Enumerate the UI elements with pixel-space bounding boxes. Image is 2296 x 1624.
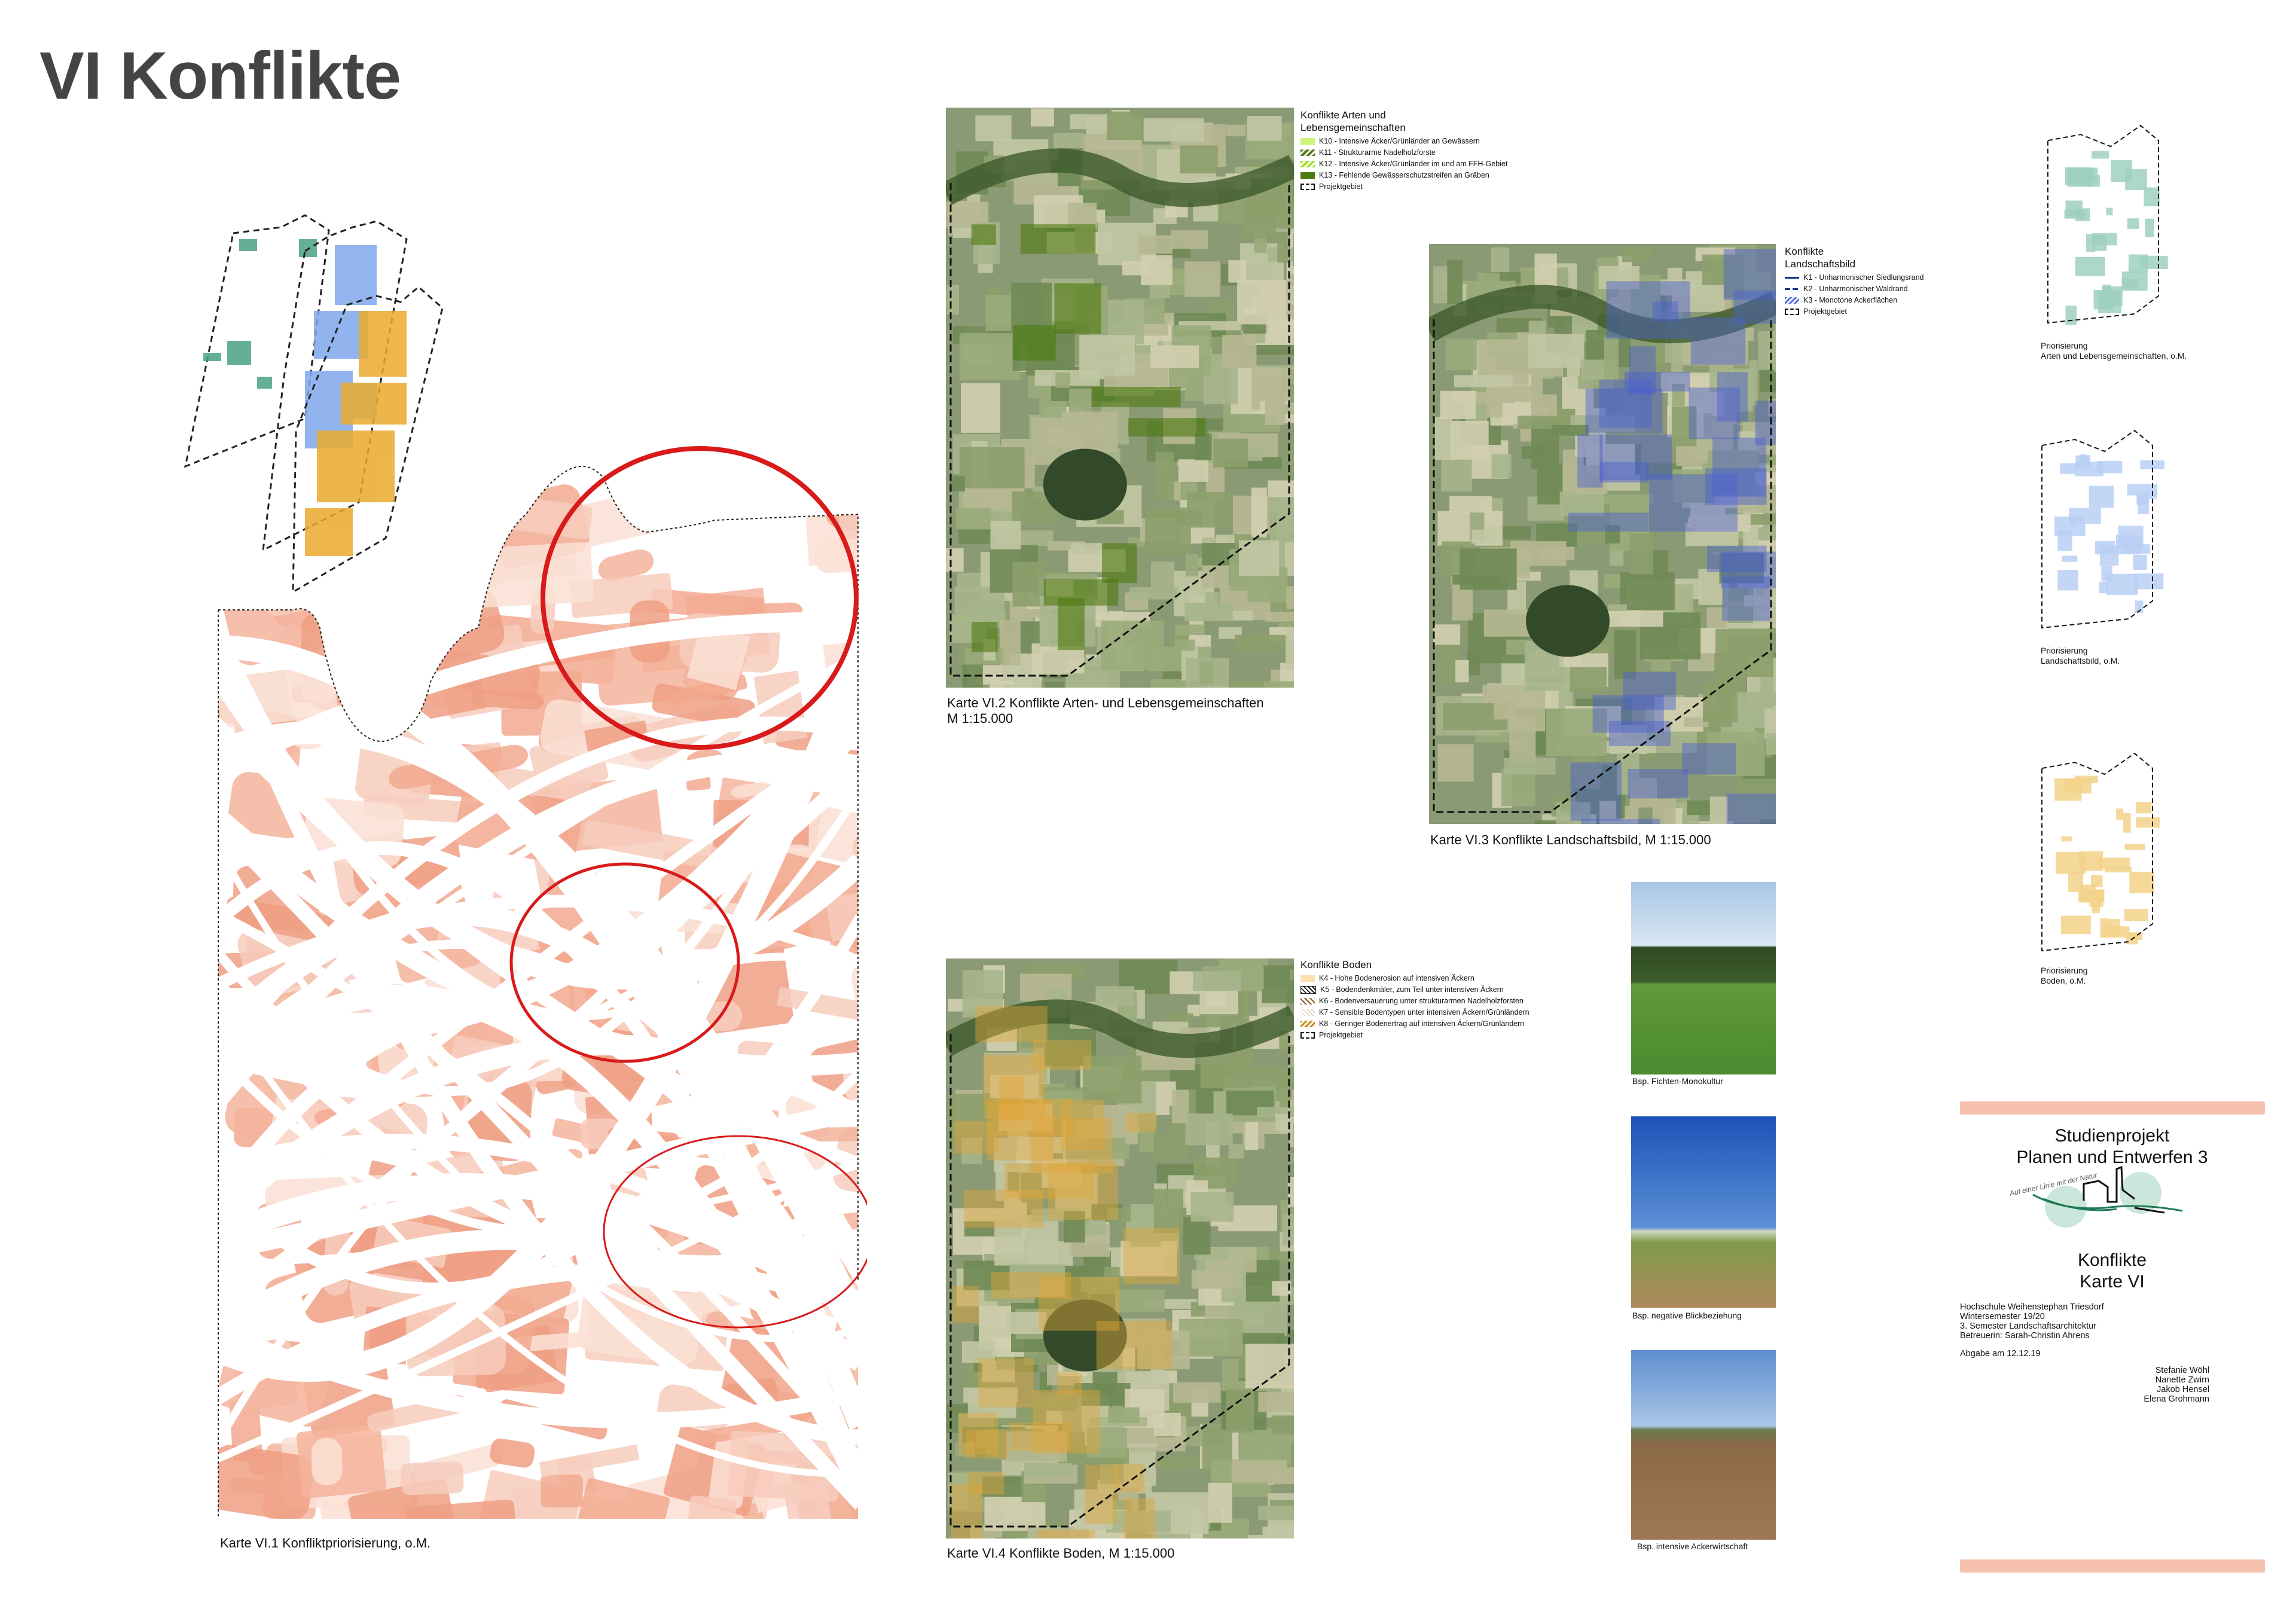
priorisierung-arten-label: Priorisierung Arten und Lebensgemeinschaf… [2041, 341, 2187, 361]
legend-item-k11: K11 - Strukturarme Nadelholzforste [1300, 147, 1507, 158]
title-block: Studienprojekt Planen und Entwerfen 3 Auf… [1949, 1100, 2275, 1579]
title-block-bar-bottom [1960, 1559, 2265, 1573]
konfliktpriorisierung-map [218, 446, 867, 1519]
legend-item-k3: K3 - Monotone Ackerflächen [1785, 295, 1924, 306]
layer-arten [184, 214, 330, 468]
legend-boden: Konflikte Boden K4 - Hohe Bodenerosion a… [1300, 958, 1529, 1041]
title-block-bar-top [1960, 1101, 2265, 1115]
priorisierung-boden-label: Priorisierung Boden, o.M. [2041, 966, 2088, 985]
priorisierung-boden-map [2041, 752, 2160, 952]
legend-item-k13: K13 - Fehlende Gewässerschutzstreifen an… [1300, 170, 1507, 181]
legend-title: Konflikte [1785, 246, 1824, 257]
legend-item-k1: K1 - Unharmonischer Siedlungsrand [1785, 272, 1924, 283]
layer-boden [292, 286, 444, 594]
priority-circle-high [541, 446, 859, 750]
priority-circle-low [603, 1135, 867, 1329]
photo-caption: Bsp. Fichten-Monokultur [1632, 1076, 1723, 1086]
page-title: VI Konflikte [39, 38, 401, 113]
institution-info: Hochschule Weihenstephan Triesdorf Winter… [1960, 1302, 2104, 1359]
legend-landschaftsbild: Konflikte Landschaftsbild K1 - Unharmonis… [1785, 245, 1924, 318]
photo-negative-blickbeziehung [1631, 1116, 1776, 1308]
map-landschaftsbild [1429, 244, 1776, 824]
priorisierung-arten-map [2047, 124, 2168, 325]
authors: Stefanie Wöhl Nanette Zwirn Jakob Hensel El… [2144, 1366, 2209, 1404]
legend-item-k6: K6 - Bodenversauerung unter strukturarme… [1300, 996, 1529, 1007]
layer-stack-diagram [184, 214, 444, 594]
map-caption-vi2: Karte VI.2 Konflikte Arten- und Lebensge… [947, 695, 1264, 726]
legend-item-k8: K8 - Geringer Bodenertrag auf intensiven… [1300, 1018, 1529, 1030]
legend-item-k7: K7 - Sensible Bodentypen unter intensive… [1300, 1007, 1529, 1018]
legend-item-projektgebiet: Projektgebiet [1300, 1030, 1529, 1041]
photo-fichten-monokultur [1631, 882, 1776, 1074]
map-caption-vi3: Karte VI.3 Konflikte Landschaftsbild, M … [1430, 832, 1711, 847]
project-title: Studienprojekt Planen und Entwerfen 3 [2016, 1126, 2208, 1167]
priorisierung-landschaftsbild-label: Priorisierung Landschaftsbild, o.M. [2041, 646, 2120, 666]
legend-item-k2: K2 - Unharmonischer Waldrand [1785, 283, 1924, 295]
legend-title: Landschaftsbild [1785, 258, 1856, 270]
photo-caption: Bsp. negative Blickbeziehung [1632, 1311, 1742, 1320]
map-boden [946, 958, 1294, 1538]
subject-title: Konflikte Karte VI [2077, 1250, 2147, 1292]
map-caption-vi1: Karte VI.1 Konfliktpriorisierung, o.M. [220, 1536, 431, 1550]
caption-scale: M 1:15.000 [947, 711, 1013, 726]
photo-caption: Bsp. intensive Ackerwirtschaft [1637, 1541, 1748, 1551]
legend-title: Konflikte Arten und [1300, 109, 1386, 121]
map-caption-vi4: Karte VI.4 Konflikte Boden, M 1:15.000 [947, 1546, 1175, 1561]
priority-circle-medium [509, 862, 740, 1063]
legend-title: Lebensgemeinschaften [1300, 122, 1406, 133]
map-arten-lebensgemeinschaften [946, 108, 1294, 688]
legend-item-k12: K12 - Intensive Äcker/Grünländer im und … [1300, 158, 1507, 170]
legend-item-projektgebiet: Projektgebiet [1300, 181, 1507, 193]
priorisierung-landschaftsbild-map [2041, 429, 2164, 629]
legend-item-projektgebiet: Projektgebiet [1785, 306, 1924, 318]
caption-line: Karte VI.2 Konflikte Arten- und Lebensge… [947, 695, 1264, 710]
project-logo: Auf einer Linie mit der Natur [2009, 1166, 2183, 1228]
legend-title: Konflikte Boden [1300, 959, 1372, 970]
photo-intensive-ackerwirtschaft [1631, 1350, 1776, 1540]
legend-item-k4: K4 - Hohe Bodenerosion auf intensiven Äc… [1300, 973, 1529, 984]
legend-arten: Konflikte Arten und Lebensgemeinschaften … [1300, 109, 1507, 193]
due-date: Abgabe am 12.12.19 [1960, 1349, 2041, 1359]
legend-item-k10: K10 - Intensive Äcker/Grünländer an Gewä… [1300, 136, 1507, 147]
legend-item-k5: K5 - Bodendenkmäler, zum Teil unter inte… [1300, 984, 1529, 996]
